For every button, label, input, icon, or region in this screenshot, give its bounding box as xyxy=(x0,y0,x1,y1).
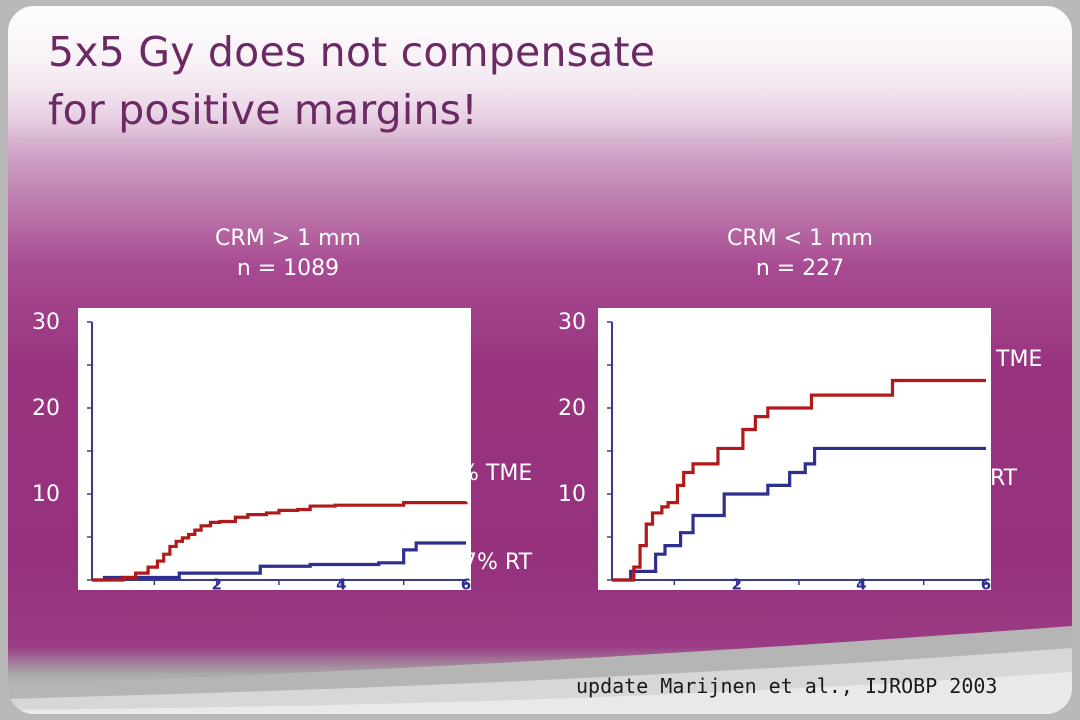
chart-1-y-tick-30: 30 xyxy=(32,310,60,335)
chart-2-series-rt-line xyxy=(612,446,986,582)
chart-1-series-rt-line xyxy=(92,541,466,582)
chart-1-x-tick-label: 6 xyxy=(461,576,471,591)
chart-1-rt-annotation: 7% RT xyxy=(463,550,533,575)
chart-1-series-tme-line xyxy=(92,501,468,582)
chart-2-title: CRM < 1 mm xyxy=(727,226,873,251)
chart-1-title: CRM > 1 mm xyxy=(215,226,361,251)
header-gloss xyxy=(8,6,1072,146)
chart-2-series-tme-line xyxy=(612,378,986,582)
source-citation: update Marijnen et al., IJROBP 2003 xyxy=(576,674,998,698)
chart-1-heading: CRM > 1 mm n = 1089 xyxy=(158,224,418,284)
chart-2-tme-annotation: TME xyxy=(996,347,1043,372)
chart-2-y-tick-10: 10 xyxy=(558,482,586,507)
chart-1-plot-area: 2 4 6 xyxy=(78,308,471,590)
chart-1-svg: 2 4 6 xyxy=(87,321,471,591)
chart-2-subtitle: n = 227 xyxy=(755,256,845,281)
chart-1-tme-annotation: % TME xyxy=(458,461,533,486)
chart-2-x-tick-label: 4 xyxy=(856,576,866,591)
chart-2-x-tick-label: 2 xyxy=(731,576,741,591)
chart-1-subtitle: n = 1089 xyxy=(236,256,340,281)
chart-2-rt-annotation: RT xyxy=(990,466,1018,491)
chart-1-x-tick-label: 2 xyxy=(211,576,221,591)
footer-wave xyxy=(8,626,1072,714)
chart-2-svg: 2 4 6 xyxy=(607,321,991,591)
slide-title-line-2: for positive margins! xyxy=(48,86,478,134)
chart-2-y-tick-30: 30 xyxy=(558,310,586,335)
chart-2-heading: CRM < 1 mm n = 227 xyxy=(670,224,930,284)
slide-title-line-1: 5x5 Gy does not compensate xyxy=(48,28,656,76)
chart-1-y-tick-10: 10 xyxy=(32,482,60,507)
dotted-divider xyxy=(16,138,1064,140)
chart-2-x-tick-label: 6 xyxy=(981,576,991,591)
chart-2-y-tick-20: 20 xyxy=(558,396,586,421)
chart-1-y-tick-20: 20 xyxy=(32,396,60,421)
chart-2-plot-area: 2 4 6 xyxy=(598,308,991,590)
chart-1-x-tick-label: 4 xyxy=(336,576,346,591)
